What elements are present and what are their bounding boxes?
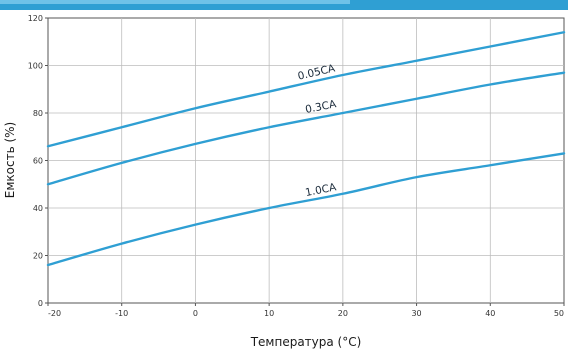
x-tick-label: 40: [485, 309, 495, 318]
y-tick-label: 0: [38, 299, 43, 308]
header-band: [0, 0, 350, 4]
y-tick-label: 80: [33, 109, 43, 118]
tick-labels: -20 -10 0 10 20 30 40 50 0 20 40 60 80 100 120: [28, 14, 565, 318]
x-tick-label: 0: [193, 309, 198, 318]
series-line-1: [46, 71, 566, 186]
x-tick-label: -20: [48, 309, 61, 318]
x-axis-title: Температура (°C): [250, 335, 362, 349]
x-tick-label: 10: [264, 309, 274, 318]
y-tick-label: 40: [33, 204, 43, 213]
header-bar: [0, 0, 568, 10]
series-line-0: [46, 31, 566, 148]
y-tick-label: 20: [33, 252, 43, 261]
y-axis-title: Емкость (%): [3, 122, 17, 198]
x-tick-label: 20: [338, 309, 348, 318]
series-line-2: [46, 152, 566, 267]
x-tick-label: 50: [554, 309, 564, 318]
y-tick-label: 100: [28, 62, 43, 71]
y-tick-label: 120: [28, 14, 43, 23]
x-tick-label: 30: [411, 309, 421, 318]
x-tick-label: -10: [115, 309, 128, 318]
series-label-1: 0.3CA: [304, 98, 338, 116]
y-tick-label: 60: [33, 157, 43, 166]
series-label-2: 1.0CA: [304, 181, 338, 199]
series-lines: [46, 31, 566, 267]
